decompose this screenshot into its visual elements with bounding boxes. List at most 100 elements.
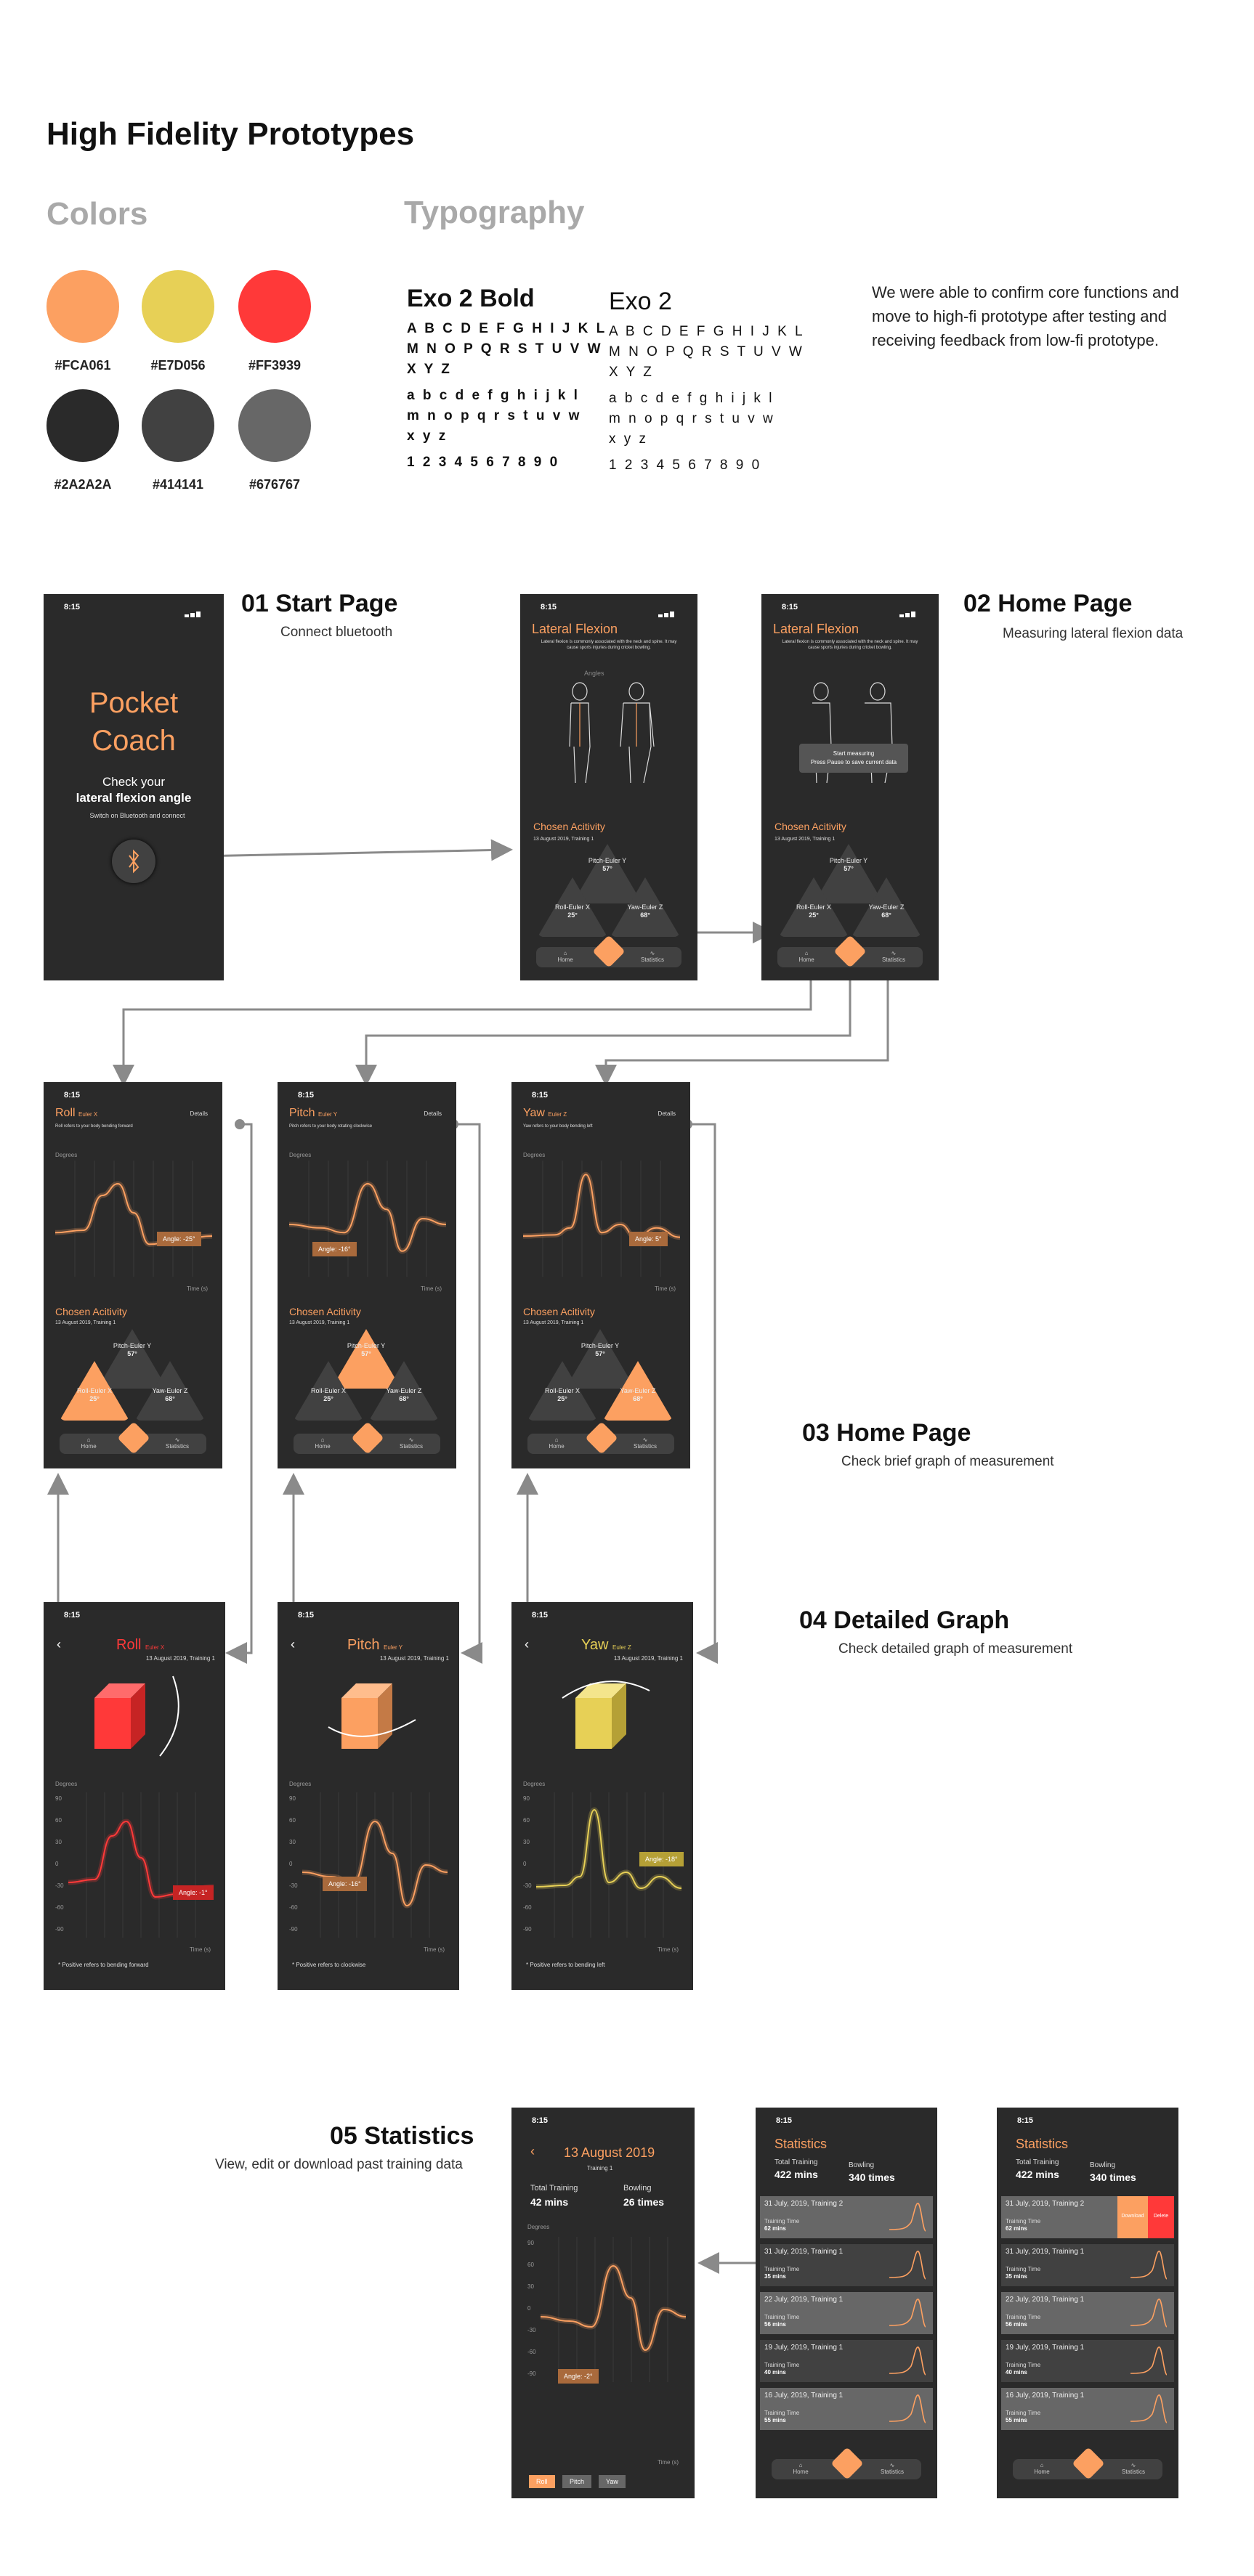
activity-date: 13 August 2019, Training 1 <box>533 837 594 842</box>
section-02-title: 02 Home Page <box>963 590 1133 617</box>
statistics-icon: ∿ <box>1130 2462 1136 2469</box>
pitch-triangle[interactable] <box>573 844 642 903</box>
angle-tag: Angle: -2° <box>558 2369 599 2384</box>
cube-icon <box>94 1675 179 1757</box>
measuring-popup: Start measuring Press Pause to save curre… <box>799 744 908 773</box>
status-time: 8:15 <box>64 603 81 612</box>
download-button[interactable]: Download <box>1117 2196 1148 2238</box>
stats-list-item[interactable]: 22 July, 2019, Training 1 Training Time 56… <box>1001 2292 1174 2334</box>
section-02-subtitle: Measuring lateral flexion data <box>1003 626 1184 641</box>
back-chevron-icon[interactable]: ‹ <box>57 1637 61 1651</box>
lateral-desc: Lateral flexion is commonly associated w… <box>541 640 677 650</box>
play-button[interactable] <box>830 2447 864 2480</box>
phone-brief-roll: 8:15 Roll Euler X Details Roll refers to… <box>44 1082 222 1468</box>
y-tick-label: 90 <box>55 1795 62 1802</box>
back-chevron-icon[interactable]: ‹ <box>525 1637 529 1651</box>
bottom-nav: ⌂ Home ∿ Statistics <box>536 935 681 968</box>
bottom-nav: ⌂ Home ∿ Statistics <box>527 1421 674 1455</box>
bottom-nav: ⌂ Home ∿ Statistics <box>60 1421 206 1455</box>
tab-roll[interactable]: Roll <box>529 2475 555 2488</box>
details-link[interactable]: Details <box>424 1110 442 1117</box>
y-tick-label: 90 <box>289 1795 296 1802</box>
curve-line <box>536 1808 681 1890</box>
angle-tag: Angle: -16° <box>312 1242 357 1256</box>
pitch-triangle-active[interactable] <box>331 1329 401 1389</box>
stats-list-item[interactable]: 16 July, 2019, Training 1 Training Time 55… <box>1001 2388 1174 2430</box>
swatch-676767 <box>238 389 311 462</box>
brief-graph-pitch <box>289 1161 446 1277</box>
play-button[interactable] <box>585 1421 618 1455</box>
cube-icon <box>562 1681 650 1749</box>
play-button[interactable] <box>592 935 626 968</box>
stats-list-item[interactable]: 31 July, 2019, Training 1 Training Time 35… <box>1001 2244 1174 2286</box>
y-tick-label: -60 <box>289 1904 298 1911</box>
statistics-icon: ∿ <box>650 950 655 956</box>
phone-stats-list: 8:15 Statistics Total Training 422 mins … <box>756 2108 937 2498</box>
y-tick-label: 0 <box>523 1861 527 1867</box>
pitch-triangle[interactable] <box>565 1329 635 1389</box>
stats-list-item[interactable]: 22 July, 2019, Training 1 Training Time 56… <box>760 2292 933 2334</box>
swatch-label: #E7D056 <box>150 358 206 373</box>
swatch-fca061 <box>46 270 119 343</box>
bottom-nav: ⌂ Home ∿ Statistics <box>772 2447 921 2480</box>
pitch-triangle[interactable] <box>814 844 883 903</box>
signal-icon <box>185 604 209 617</box>
home-icon: ⌂ <box>1040 2462 1044 2469</box>
nav-home[interactable]: ⌂ Home <box>557 950 573 963</box>
delete-button[interactable]: Delete <box>1148 2196 1174 2238</box>
y-tick-label: 0 <box>55 1861 59 1867</box>
nav-home[interactable]: ⌂ Home <box>798 950 814 963</box>
stats-list-item[interactable]: 31 July, 2019, Training 1 Training Time 35… <box>760 2244 933 2286</box>
stats-list-item[interactable]: 16 July, 2019, Training 1 Training Time 55… <box>760 2388 933 2430</box>
curve-line <box>541 2264 686 2352</box>
brief-graph-roll <box>55 1161 212 1277</box>
mini-graph <box>1130 2394 1167 2423</box>
section-04-subtitle: Check detailed graph of measurement <box>838 1641 1073 1657</box>
curve-line <box>523 1174 680 1238</box>
phone-home-measure: 8:15 Lateral Flexion Lateral flexion is … <box>520 594 697 980</box>
tab-yaw[interactable]: Yaw <box>599 2475 626 2488</box>
play-button[interactable] <box>1072 2447 1105 2480</box>
stats-list-item[interactable]: 31 July, 2019, Training 2 Training Time 62… <box>760 2196 933 2238</box>
pitch-triangle[interactable] <box>97 1329 167 1389</box>
back-chevron-icon[interactable]: ‹ <box>291 1637 295 1651</box>
back-chevron-icon[interactable]: ‹ <box>530 2144 535 2158</box>
stats-list-item[interactable]: 19 July, 2019, Training 1 Training Time 40… <box>1001 2340 1174 2382</box>
play-button[interactable] <box>351 1421 384 1455</box>
mini-graph <box>889 2251 926 2280</box>
stats-list-item[interactable]: 31 July, 2019, Training 2 Training Time 62… <box>1001 2196 1174 2238</box>
details-link[interactable]: Details <box>190 1110 208 1117</box>
details-link[interactable]: Details <box>658 1110 676 1117</box>
nav-statistics[interactable]: ∿ Statistics <box>640 950 664 963</box>
y-tick-label: 60 <box>523 1817 530 1824</box>
angle-tag: Angle: 5° <box>629 1232 668 1246</box>
play-button[interactable] <box>833 935 867 968</box>
phone-stats-list-actions: 8:15 Statistics Total Training 422 mins … <box>997 2108 1178 2498</box>
mini-graph <box>1130 2347 1167 2376</box>
mini-graph <box>1130 2251 1167 2280</box>
statistics-icon: ∿ <box>642 1437 648 1443</box>
mini-graph <box>889 2299 926 2328</box>
statistics-icon: ∿ <box>891 950 897 956</box>
play-button[interactable] <box>117 1421 150 1455</box>
bottom-nav: ⌂ Home ∿ Statistics <box>1013 2447 1162 2480</box>
bottom-nav: ⌂ Home ∿ Statistics <box>294 1421 440 1455</box>
y-tick-label: -30 <box>523 1882 532 1889</box>
y-tick-label: -90 <box>55 1926 64 1933</box>
home-icon: ⌂ <box>86 1437 91 1443</box>
bluetooth-button[interactable] <box>112 840 155 883</box>
tab-pitch[interactable]: Pitch <box>562 2475 592 2488</box>
nav-statistics[interactable]: ∿ Statistics <box>881 950 905 963</box>
y-tick-label: -60 <box>523 1904 532 1911</box>
y-tick-label: -30 <box>289 1882 298 1889</box>
y-tick-label: 60 <box>527 2262 534 2268</box>
signal-icon <box>899 604 924 617</box>
curve-line <box>289 1182 446 1252</box>
phone-home-measuring-popup: 8:15 Lateral Flexion Lateral flexion is … <box>761 594 939 980</box>
y-tick-label: 60 <box>55 1817 62 1824</box>
y-tick-label: -30 <box>55 1882 64 1889</box>
swatch-ff3939 <box>238 270 311 343</box>
stats-list-item[interactable]: 19 July, 2019, Training 1 Training Time 40… <box>760 2340 933 2382</box>
phone-detail-roll: 8:15 ‹ Roll Euler X 13 August 2019, Trai… <box>44 1602 225 1990</box>
y-tick-label: -90 <box>289 1926 298 1933</box>
